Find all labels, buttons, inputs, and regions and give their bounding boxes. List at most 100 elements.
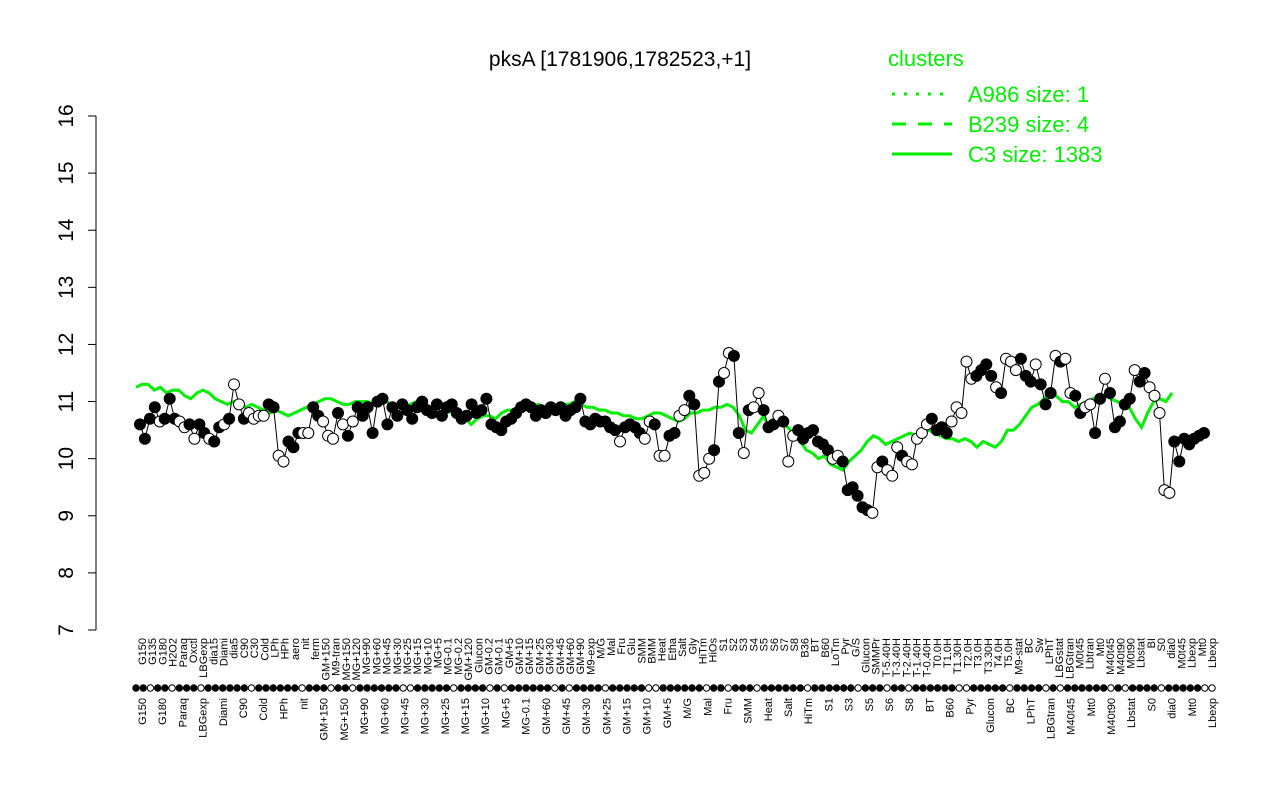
x-marker [645, 684, 653, 692]
x-top-label: Heat [657, 638, 669, 661]
x-top-label: C30 [249, 638, 261, 658]
x-bottom-label: LBGexp [198, 698, 210, 738]
x-marker [269, 684, 277, 692]
x-marker [659, 684, 667, 692]
data-point [638, 432, 651, 445]
data-point [143, 412, 156, 425]
x-top-label: Cold [259, 638, 271, 661]
legend-label-solid: C3 size: 1383 [968, 142, 1103, 167]
x-top-label: Glucon [473, 638, 485, 673]
x-bottom-label: Salt [783, 698, 795, 717]
x-top-label: dia15 [208, 638, 220, 665]
x-marker [1092, 684, 1101, 692]
x-top-label: T4.0H [993, 638, 1005, 668]
data-point [727, 349, 740, 362]
y-tick-label-10: 10 [55, 447, 78, 470]
x-bottom-label: MG+150 [339, 698, 351, 741]
x-marker [905, 684, 913, 692]
x-marker [702, 684, 711, 692]
data-point [188, 432, 201, 445]
y-tick-label-9: 9 [55, 510, 78, 522]
data-point [1173, 455, 1186, 468]
x-top-label: Glucon [861, 638, 873, 673]
x-marker [717, 684, 725, 692]
x-bottom-label: GM+25 [601, 698, 613, 734]
x-top-label: GM+5 [504, 638, 516, 668]
data-point [782, 455, 795, 468]
x-top-label: MG+60 [371, 638, 383, 674]
x-marker [457, 684, 465, 692]
x-bottom-label: S5 [864, 698, 876, 711]
x-marker [284, 684, 292, 692]
x-marker [551, 684, 559, 692]
x-marker [392, 684, 400, 692]
x-top-label: M0t90 [1126, 638, 1138, 669]
x-marker [630, 684, 638, 692]
data-point [574, 392, 587, 405]
x-top-label: GM+10 [514, 638, 526, 674]
x-top-label: Diami [219, 638, 231, 666]
x-bottom-label: SMM [743, 698, 755, 724]
data-point [614, 435, 626, 448]
x-marker [948, 684, 956, 692]
data-point [138, 432, 151, 445]
x-marker [327, 684, 335, 692]
x-marker [471, 684, 480, 692]
x-bottom-label: GM+10 [642, 698, 654, 734]
x-top-label: MG+150 [341, 638, 353, 681]
x-top-label: M0t45 [1075, 638, 1087, 669]
data-point [475, 404, 488, 417]
data-point [688, 398, 701, 411]
x-top-label: H2O2 [168, 638, 180, 667]
x-top-label: T0.0H [932, 638, 944, 668]
x-bottom-label: MG+45 [400, 698, 412, 734]
x-marker [421, 684, 429, 692]
x-bottom-label: GM+150 [319, 698, 331, 741]
x-marker [1193, 684, 1202, 692]
x-top-label: S7 [779, 638, 791, 651]
x-marker [356, 684, 364, 692]
x-marker [298, 684, 306, 692]
x-marker [1042, 684, 1050, 692]
x-bottom-label: BC [1005, 698, 1017, 713]
x-top-label: M9-stat [1013, 638, 1025, 675]
x-top-label: GM+15 [524, 638, 536, 674]
x-marker [146, 684, 155, 692]
x-top-label: T3.0H [973, 638, 985, 668]
x-marker [558, 684, 566, 692]
x-marker [413, 684, 422, 692]
x-marker [154, 684, 162, 692]
x-top-label: HPh [280, 638, 292, 659]
x-bottom-label: LPhT [1025, 698, 1037, 725]
x-marker [926, 684, 935, 692]
x-marker [1078, 684, 1086, 692]
x-bottom-label: HPh [278, 698, 290, 719]
y-tick-label-7: 7 [55, 624, 78, 636]
x-marker [1071, 684, 1079, 692]
x-marker [832, 684, 841, 692]
x-marker [1172, 684, 1180, 692]
x-marker [276, 684, 285, 692]
x-marker [970, 684, 978, 692]
x-top-label: T1.0H [942, 638, 954, 668]
x-marker [587, 684, 595, 692]
x-top-label: SMMPr [871, 638, 883, 675]
x-marker [1107, 684, 1115, 692]
x-marker [522, 684, 530, 692]
x-top-label: T5.0H [1003, 638, 1015, 668]
x-bottom-label: Cold [258, 698, 270, 721]
data-point [955, 407, 968, 419]
x-top-label: Lbexp [1207, 638, 1219, 668]
x-marker [1027, 684, 1036, 692]
data-points [134, 347, 1210, 519]
x-marker [204, 684, 212, 692]
x-top-label: MG+25 [402, 638, 414, 674]
x-bottom-label: MG+60 [379, 698, 391, 734]
x-marker [219, 684, 227, 692]
x-marker [789, 684, 797, 692]
x-top-label: MG+90 [361, 638, 373, 674]
x-marker [681, 684, 689, 692]
x-top-label: GM+60 [565, 638, 577, 674]
x-bottom-label: S0 [1146, 698, 1158, 711]
x-bottom-label: MG+5 [500, 698, 512, 728]
